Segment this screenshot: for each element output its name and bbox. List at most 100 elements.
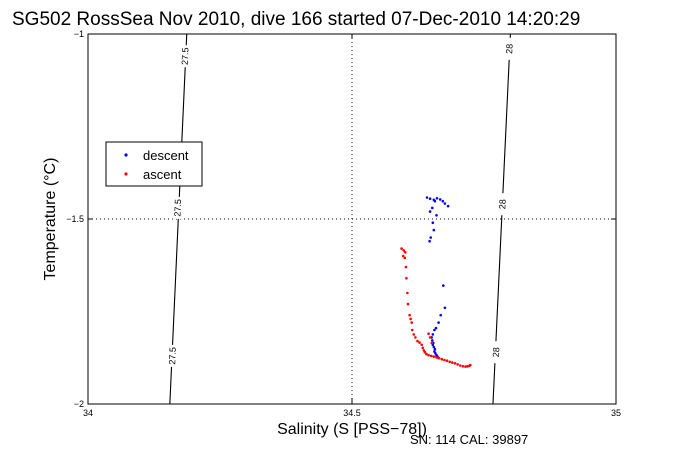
x-tick-label: 35 xyxy=(611,408,621,418)
data-point-descent xyxy=(438,198,442,201)
data-series xyxy=(400,196,472,368)
data-point-ascent xyxy=(409,317,412,321)
data-point-ascent xyxy=(456,363,459,366)
data-point-descent xyxy=(442,284,445,287)
x-axis-label: Salinity (S [PSS−78]) xyxy=(277,421,427,438)
data-point-descent xyxy=(431,206,434,210)
data-point-descent xyxy=(433,199,437,203)
legend: descent ascent xyxy=(105,141,203,187)
data-point-descent xyxy=(425,196,429,199)
data-point-ascent xyxy=(451,361,454,364)
data-point-descent xyxy=(435,197,439,200)
data-point-ascent xyxy=(461,365,465,368)
isopycnal-label: 28 xyxy=(491,347,501,357)
isopycnal-label-bg xyxy=(167,344,178,367)
isopycnal-label: 28 xyxy=(504,44,514,54)
data-point-ascent xyxy=(408,313,411,317)
footer-sn-cal: SN: 114 CAL: 39897 xyxy=(410,432,528,447)
chart-title: SG502 RossSea Nov 2010, dive 166 started… xyxy=(12,9,580,30)
series-descent xyxy=(425,196,450,360)
data-point-descent xyxy=(433,328,436,332)
data-point-ascent xyxy=(458,364,462,367)
data-point-ascent xyxy=(406,302,410,306)
data-point-descent xyxy=(441,199,445,203)
data-point-descent xyxy=(431,343,435,347)
data-point-ascent xyxy=(429,354,433,358)
data-point-ascent xyxy=(404,265,408,269)
series-ascent xyxy=(400,247,472,368)
legend-box xyxy=(105,141,203,187)
data-point-descent xyxy=(432,228,436,232)
isopycnal-label-bg xyxy=(172,196,183,219)
legend-marker-ascent xyxy=(124,172,128,176)
y-tick-label: −1.5 xyxy=(66,214,84,224)
data-point-descent xyxy=(435,214,438,217)
data-point-ascent xyxy=(432,355,436,358)
legend-marker-descent xyxy=(124,153,128,157)
data-point-ascent xyxy=(440,357,444,361)
isopycnal-label-bg xyxy=(180,45,191,68)
data-point-ascent xyxy=(437,356,441,360)
data-point-descent xyxy=(433,347,437,351)
data-point-descent xyxy=(443,202,447,205)
y-tick-label: −2 xyxy=(74,399,84,409)
data-point-descent xyxy=(429,236,433,239)
data-point-descent xyxy=(431,333,435,336)
data-point-ascent xyxy=(405,276,408,280)
grid-lines xyxy=(88,34,616,404)
data-point-ascent xyxy=(430,341,434,345)
isopycnal-label-bg xyxy=(497,193,508,216)
data-point-descent xyxy=(431,339,434,342)
data-point-descent xyxy=(434,352,437,355)
data-point-ascent xyxy=(416,339,419,343)
y-tick-label: −1 xyxy=(74,29,84,39)
data-point-ascent xyxy=(427,332,430,336)
data-point-descent xyxy=(428,197,432,200)
x-tick-label: 34.5 xyxy=(343,408,361,418)
data-point-ascent xyxy=(406,291,409,295)
data-point-descent xyxy=(443,306,447,310)
data-point-ascent xyxy=(410,321,414,324)
x-tick-label: 34 xyxy=(83,408,93,418)
data-point-ascent xyxy=(469,363,472,367)
data-point-ascent xyxy=(402,249,406,252)
data-point-ascent xyxy=(401,254,405,258)
isopycnal-contours: 27.5 27.5 27.5 28 28 28 xyxy=(167,33,515,405)
legend-label-descent: descent xyxy=(143,148,189,163)
data-point-ascent xyxy=(448,360,452,364)
data-point-descent xyxy=(437,321,440,324)
data-point-ascent xyxy=(453,362,457,365)
data-point-ascent xyxy=(403,256,407,260)
data-point-ascent xyxy=(425,352,428,356)
isopycnal-label: 28 xyxy=(497,199,507,209)
isopycnal-label-bg xyxy=(491,341,502,364)
isopycnal-line-0 xyxy=(169,33,188,405)
data-point-ascent xyxy=(464,365,467,368)
data-point-descent xyxy=(428,239,431,243)
data-point-ascent xyxy=(427,353,430,357)
data-point-ascent xyxy=(410,328,414,332)
data-point-ascent xyxy=(400,247,403,250)
y-axis-label: Temperature (°C) xyxy=(42,158,59,281)
data-point-descent xyxy=(434,326,438,330)
data-point-descent xyxy=(446,204,450,208)
data-point-ascent xyxy=(428,336,432,339)
data-point-ascent xyxy=(418,341,421,344)
data-point-ascent xyxy=(435,356,438,359)
isopycnal-label: 27.5 xyxy=(167,347,178,365)
data-point-descent xyxy=(432,345,436,349)
data-point-ascent xyxy=(404,251,407,254)
isopycnal-label: 27.5 xyxy=(172,199,183,217)
data-point-ascent xyxy=(443,358,446,362)
data-point-ascent xyxy=(414,336,417,339)
data-point-ascent xyxy=(420,343,424,347)
data-point-ascent xyxy=(412,333,416,336)
isopycnal-label: 27.5 xyxy=(180,47,191,65)
data-point-ascent xyxy=(423,350,427,354)
isopycnal-label-bg xyxy=(504,37,515,60)
data-point-descent xyxy=(428,210,432,213)
legend-label-ascent: ascent xyxy=(143,167,182,182)
data-point-ascent xyxy=(445,359,449,363)
